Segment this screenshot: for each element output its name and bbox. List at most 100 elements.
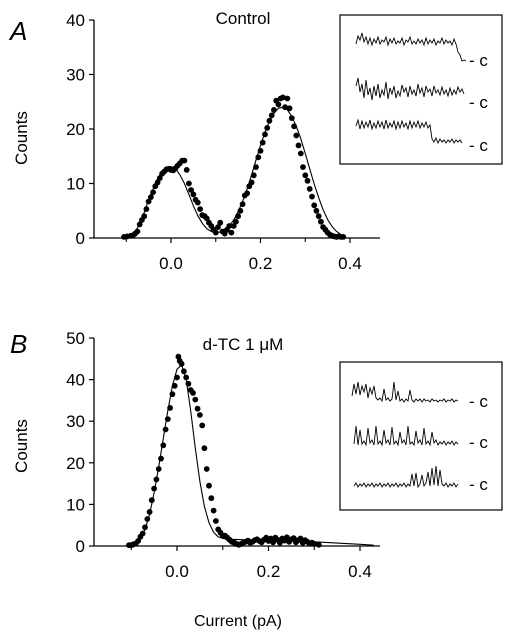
- panel-a-data-point: [280, 94, 286, 101]
- panel-a-data-point: [145, 198, 152, 205]
- panel-a-data-point: [288, 115, 295, 121]
- panel-b-ytick-label: 0: [76, 537, 85, 556]
- panel-a-data-point: [300, 164, 306, 171]
- panel-a-data-point: [230, 223, 237, 229]
- panel-b-title: d-TC 1 μM: [203, 335, 284, 354]
- panel-a-data-point: [212, 229, 219, 236]
- panel-b-data-point: [283, 534, 290, 541]
- panel-a-data-point: [340, 234, 347, 240]
- panel-b-trace-3: [353, 465, 459, 489]
- panel-b-data-point: [160, 442, 167, 449]
- panel-a-xtick-label: 0.2: [249, 254, 273, 273]
- panel-b-xtick-label: 0.4: [348, 562, 372, 581]
- panel-a-data-point: [203, 215, 210, 222]
- panel-a-data-point: [239, 201, 246, 208]
- panel-a-data-point: [255, 154, 262, 161]
- panel-a-data-point: [248, 179, 255, 186]
- panel-b-label: B: [10, 329, 27, 359]
- panel-b-data-point: [146, 509, 153, 515]
- panel-b-data-point: [311, 541, 318, 547]
- panel-b-data-point: [167, 405, 174, 411]
- panel-a-data-point: [284, 95, 291, 102]
- panel-b-inset: - c - c - c: [339, 361, 503, 511]
- panel-a-data-point: [136, 221, 143, 228]
- panel-b-data-point: [162, 426, 169, 433]
- panel-a: A Control Counts 0 10 20 30 40 0.0 0.2 0.4 - c…: [8, 9, 503, 273]
- panel-a-data-point: [302, 172, 309, 179]
- panel-a-data-point: [237, 207, 244, 214]
- panel-a-data-point: [215, 224, 221, 231]
- panel-a-data-point: [190, 191, 197, 198]
- panel-b-data-point: [190, 390, 196, 396]
- panel-b-data-point: [213, 518, 219, 524]
- panel-a-data-point: [188, 187, 195, 193]
- panel-a-data-point: [156, 175, 163, 182]
- panel-b-data-point: [174, 374, 180, 381]
- panel-a-data-point: [253, 164, 259, 171]
- panel-a-trace-1: [355, 32, 467, 62]
- panel-b-data-point: [192, 396, 199, 403]
- panel-a-data-point: [257, 147, 264, 154]
- panel-a-data-point: [264, 125, 271, 131]
- panel-a-data-point: [250, 172, 257, 179]
- panel-a-data-point: [271, 107, 277, 113]
- panel-a-title: Control: [216, 9, 271, 28]
- panel-a-data-point: [183, 167, 190, 173]
- panel-a-data-point: [150, 189, 157, 196]
- panel-b-trace-1: [351, 381, 459, 403]
- panel-a-trace-2: [355, 77, 465, 101]
- panel-a-data-point: [259, 139, 266, 146]
- panel-b-trace-2-label: - c: [469, 433, 488, 452]
- panel-a-xtick-label: 0.4: [338, 254, 362, 273]
- panel-a-ylabel: Counts: [12, 111, 31, 165]
- panel-b-data-point: [206, 482, 212, 489]
- panel-a-data-point: [306, 186, 313, 192]
- panel-a-data-point: [268, 112, 275, 119]
- panel-a-data-point: [235, 213, 242, 220]
- panel-b-data-point: [148, 497, 155, 504]
- panel-a-data-point: [318, 218, 324, 225]
- panel-b-data-point: [155, 466, 162, 472]
- panel-b-data-point: [315, 541, 322, 548]
- panel-a-data-point: [297, 150, 304, 157]
- panel-a-ytick-label: 0: [76, 229, 85, 248]
- panel-a-data-point: [286, 105, 293, 112]
- panel-b-data-point: [185, 380, 192, 387]
- panel-a-data-point: [315, 213, 322, 220]
- panel-a-data-point: [275, 101, 282, 108]
- panel-b-data-point: [210, 507, 217, 514]
- panel-a-xtick-label: 0.0: [159, 254, 183, 273]
- panel-a-data-point: [194, 199, 201, 206]
- panel-b-data-point: [199, 422, 206, 429]
- panel-a-data-point: [311, 202, 318, 209]
- panel-b-ytick-label: 40: [66, 371, 85, 390]
- panel-a-data-point: [148, 194, 154, 201]
- panel-a-data-point: [186, 180, 192, 187]
- panel-a-data-point: [309, 193, 315, 200]
- panel-a-trace-2-label: - c: [469, 93, 488, 112]
- panel-a-data-point: [244, 190, 251, 197]
- panel-a-data-point: [295, 142, 302, 149]
- panel-b-trace-2: [353, 425, 459, 447]
- x-axis-label: Current (pA): [194, 613, 282, 630]
- panel-a-ytick-label: 10: [66, 175, 85, 194]
- panel-b: B d-TC 1 μM Counts 0 10 20 30 40 50 0.0 0.2 0.4…: [10, 329, 503, 581]
- panel-b-ytick-label: 50: [66, 329, 85, 348]
- panel-a-ytick-label: 20: [66, 120, 85, 139]
- panel-a-data-point: [141, 213, 148, 220]
- panel-a-data-point: [217, 219, 224, 226]
- panel-b-data-point: [139, 530, 146, 537]
- panel-b-ytick-label: 20: [66, 454, 85, 473]
- panel-b-data-point: [208, 495, 215, 502]
- panel-a-ytick-label: 30: [66, 66, 85, 85]
- panel-a-data-point: [262, 131, 268, 138]
- panel-b-data-point: [169, 391, 176, 398]
- panel-b-ytick-label: 30: [66, 412, 85, 431]
- panel-a-data-point: [313, 207, 320, 214]
- panel-a-trace-1-label: - c: [469, 51, 488, 70]
- panel-b-data-point: [144, 516, 151, 522]
- panel-a-label: A: [8, 16, 27, 46]
- panel-a-trace-3-label: - c: [469, 136, 488, 155]
- panel-a-trace-3: [355, 118, 463, 145]
- panel-b-xtick-label: 0.0: [165, 562, 189, 581]
